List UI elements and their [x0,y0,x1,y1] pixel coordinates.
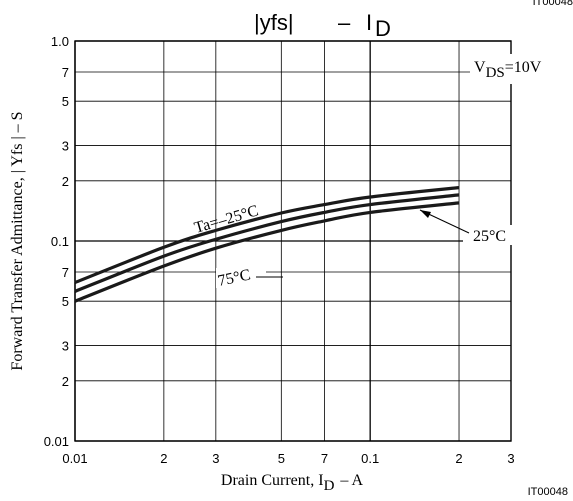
chart-title-dash: – [338,10,351,35]
y-axis-label: Forward Transfer Admittance, | Yfs | – S [9,111,26,370]
series-line-1 [74,193,460,293]
y-tick-label: 5 [62,94,69,109]
condition-label: VDS=10V [474,59,542,81]
series-label-ta-25: Ta=–25°C [192,202,260,236]
x-axis-label-tail: – A [339,472,363,489]
y-tick-label: 1.0 [51,34,69,49]
y-tick-label: 7 [62,65,69,80]
x-tick-label: 3 [212,451,219,466]
series-line-0 [74,186,460,284]
top-right-code: IT00048 [533,0,573,8]
y-tick-label: 0.1 [51,234,69,249]
x-axis-label: Drain Current, ID – A [221,472,364,494]
condition-sub: DS [486,65,505,81]
x-tick-label: 7 [321,451,328,466]
y-tick-label: 3 [62,339,69,354]
series-group [74,186,460,303]
series-label-75: 75°C [216,266,252,290]
series-label-25-bg [463,225,521,245]
condition-main: V [474,59,486,76]
footer-code: IT00048 [528,486,568,498]
y-tick-label: 3 [62,139,69,154]
series-line-2 [74,201,460,303]
grid [74,40,512,442]
chart-title-main: |yfs| [254,10,294,35]
x-tick-label: 3 [507,451,514,466]
x-tick-label: 2 [160,451,167,466]
y-tick-label: 7 [62,265,69,280]
y-tick-labels: 1.0 7 5 3 2 0.1 7 5 3 2 0.01 [44,34,69,449]
chart-title-sub: D [375,16,391,41]
y-tick-label: 0.01 [44,434,69,449]
y-tick-label: 5 [62,294,69,309]
x-tick-label: 5 [278,451,285,466]
condition-label-bg [470,54,568,84]
x-tick-label: 0.01 [62,451,87,466]
x-tick-label: 0.1 [361,451,379,466]
condition-tail: =10V [505,59,542,76]
y-tick-label: 2 [62,174,69,189]
y-tick-label: 2 [62,374,69,389]
chart-title: |yfs| – I D [254,10,391,41]
series-label-75-bg [216,268,266,288]
x-axis-label-main: Drain Current, I [221,472,324,489]
arrowhead-icon [420,210,431,218]
x-tick-label: 2 [455,451,462,466]
series-label-25: 25°C [473,228,506,245]
chart-title-var: I [366,10,372,35]
x-tick-labels: 0.01 2 3 5 7 0.1 2 3 [62,451,514,466]
x-axis-label-sub: D [324,478,335,494]
